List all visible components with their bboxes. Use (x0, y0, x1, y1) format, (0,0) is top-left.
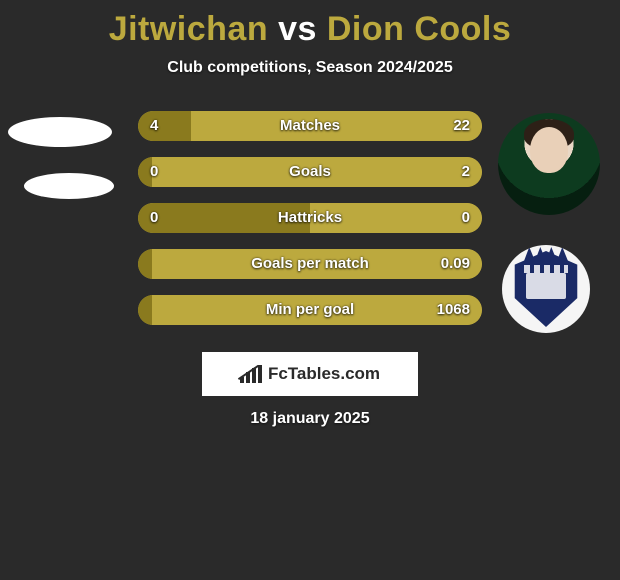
stat-label: Matches (138, 111, 482, 141)
bar-chart-icon (240, 365, 262, 383)
stat-label: Hattricks (138, 203, 482, 233)
club-castle-icon (526, 273, 566, 299)
player1-name: Jitwichan (109, 10, 268, 48)
player2-club-badge (502, 245, 590, 333)
subtitle: Club competitions, Season 2024/2025 (0, 59, 620, 77)
watermark: FcTables.com (202, 352, 418, 396)
stat-bar-row: 4Matches22 (138, 111, 482, 141)
stat-label: Min per goal (138, 295, 482, 325)
stat-value-right: 0 (462, 203, 470, 233)
vs-text: vs (278, 10, 317, 48)
stat-value-right: 22 (453, 111, 470, 141)
stat-label: Goals (138, 157, 482, 187)
player2-name: Dion Cools (327, 10, 511, 48)
player1-photo-placeholder (8, 117, 112, 147)
stat-bar-row: Min per goal1068 (138, 295, 482, 325)
stat-value-right: 0.09 (441, 249, 470, 279)
stat-bars: 4Matches220Goals20Hattricks0Goals per ma… (138, 111, 482, 341)
stat-label: Goals per match (138, 249, 482, 279)
stat-bar-row: 0Hattricks0 (138, 203, 482, 233)
comparison-title: Jitwichan vs Dion Cools (0, 0, 620, 49)
watermark-text: FcTables.com (268, 364, 380, 384)
player1-club-placeholder (24, 173, 114, 199)
date: 18 january 2025 (0, 410, 620, 428)
stat-value-right: 1068 (437, 295, 470, 325)
stat-value-right: 2 (462, 157, 470, 187)
player2-photo (498, 113, 600, 215)
stat-bar-row: Goals per match0.09 (138, 249, 482, 279)
stat-bar-row: 0Goals2 (138, 157, 482, 187)
